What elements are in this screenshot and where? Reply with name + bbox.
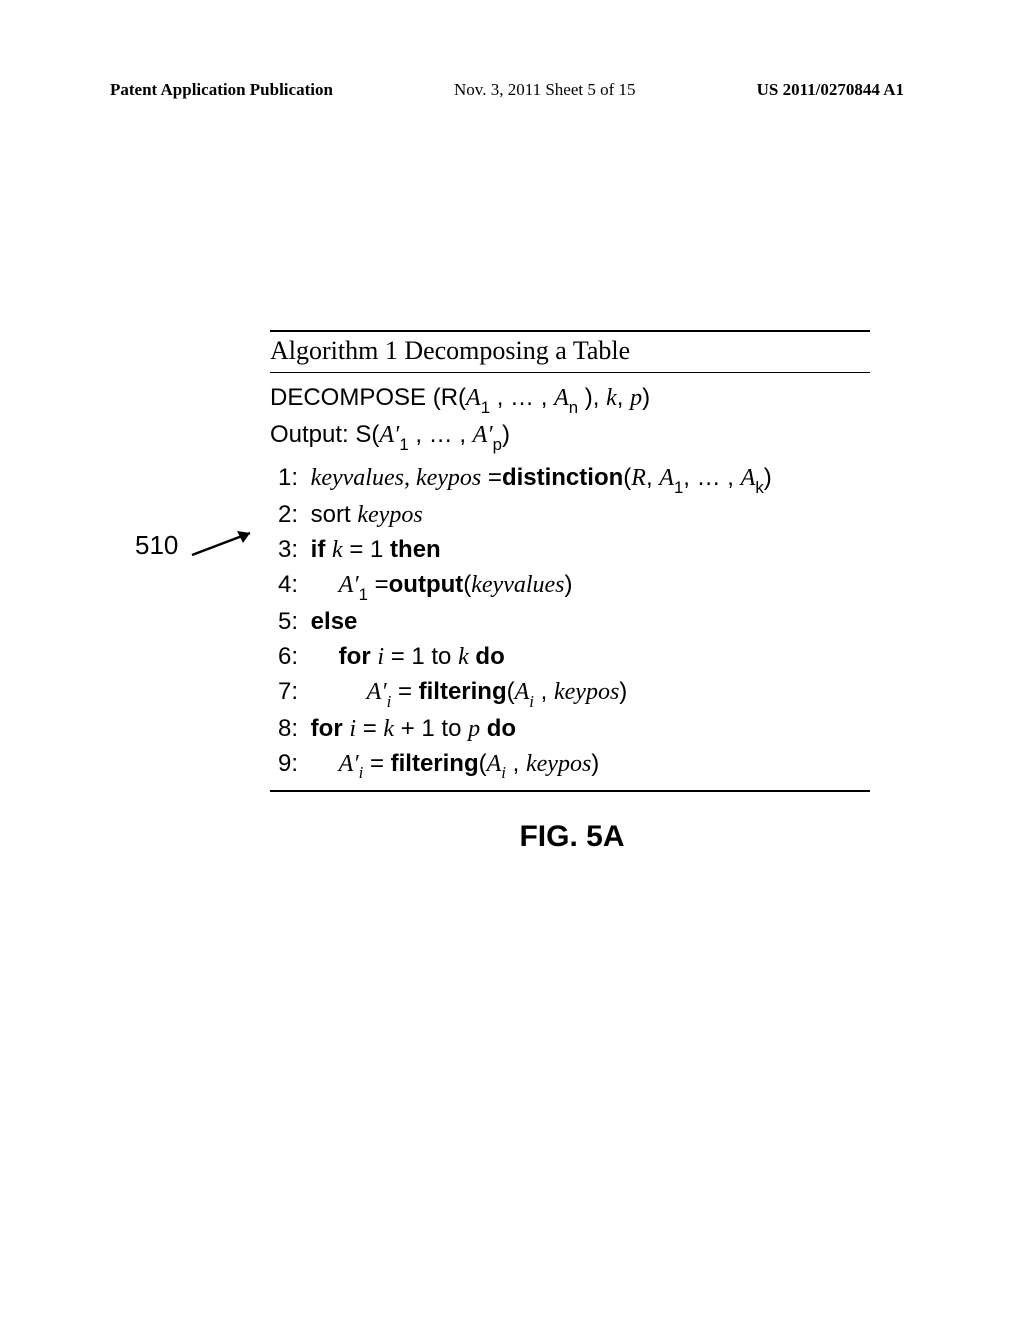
algo-line-9: 9: A′i = filtering(Ai , keypos) (270, 747, 870, 784)
algorithm-block: Algorithm 1 Decomposing a Table DECOMPOS… (270, 330, 870, 792)
header-right: US 2011/0270844 A1 (757, 80, 904, 100)
reference-number: 510 (135, 530, 178, 561)
algo-line-3: 3: if k = 1 then (270, 533, 870, 568)
header-left: Patent Application Publication (110, 80, 333, 100)
arrow-icon (190, 527, 265, 564)
algo-line-8: 8: for i = k + 1 to p do (270, 712, 870, 747)
algo-line-5: 5: else (270, 605, 870, 640)
algorithm-end-rule (270, 790, 870, 792)
output-signature: Output: S(A′1 , … , A′p) (270, 418, 870, 455)
algorithm-title: Algorithm 1 Decomposing a Table (270, 330, 870, 373)
algo-line-4: 4: A′1 =output(keyvalues) (270, 568, 870, 605)
algo-line-7: 7: A′i = filtering(Ai , keypos) (270, 675, 870, 712)
decompose-signature: DECOMPOSE (R(A1 , … , An ), k, p) (270, 381, 870, 418)
algorithm-body: DECOMPOSE (R(A1 , … , An ), k, p) Output… (270, 381, 870, 792)
figure-label: FIG. 5A (0, 820, 1024, 854)
algo-line-6: 6: for i = 1 to k do (270, 640, 870, 675)
header-center: Nov. 3, 2011 Sheet 5 of 15 (454, 80, 635, 100)
algo-line-1: 1: keyvalues, keypos =distinction(R, A1,… (270, 461, 870, 498)
algo-line-2: 2: sort keypos (270, 498, 870, 533)
